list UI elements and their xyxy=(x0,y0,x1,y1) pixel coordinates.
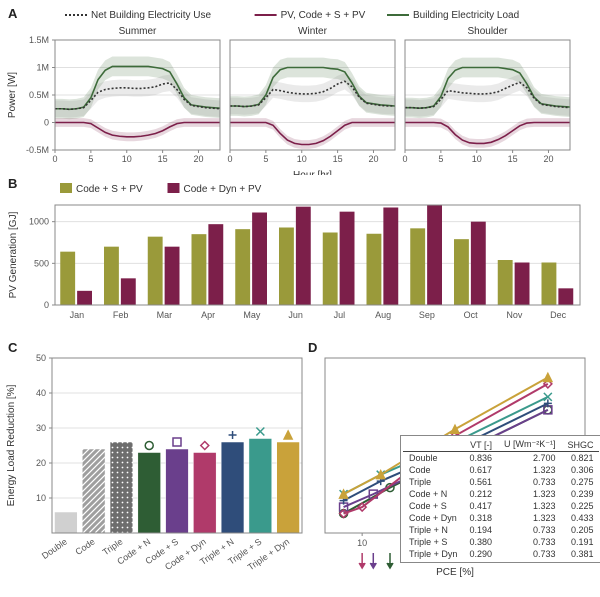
svg-text:PCE [%]: PCE [%] xyxy=(436,567,474,578)
svg-text:30: 30 xyxy=(36,423,46,433)
panel-d-table: VT [-]U [Wm⁻²K⁻¹]SHGCDouble0.8362.7000.8… xyxy=(400,435,600,563)
svg-text:50: 50 xyxy=(36,353,46,363)
svg-text:1000: 1000 xyxy=(29,217,49,227)
svg-text:Code: Code xyxy=(73,536,96,557)
svg-text:Oct: Oct xyxy=(464,310,479,320)
svg-text:1M: 1M xyxy=(36,63,49,73)
svg-text:Net Building Electricity Use: Net Building Electricity Use xyxy=(91,10,211,21)
svg-text:10: 10 xyxy=(36,493,46,503)
svg-text:15: 15 xyxy=(158,154,168,164)
svg-text:Code + S + PV: Code + S + PV xyxy=(76,184,143,195)
svg-text:20: 20 xyxy=(36,458,46,468)
svg-text:15: 15 xyxy=(333,154,343,164)
svg-text:40: 40 xyxy=(36,388,46,398)
svg-text:Shoulder: Shoulder xyxy=(467,26,508,37)
svg-text:Energy Load Reduction [%]: Energy Load Reduction [%] xyxy=(6,384,17,506)
svg-text:Winter: Winter xyxy=(298,26,328,37)
svg-text:0: 0 xyxy=(227,154,232,164)
svg-text:20: 20 xyxy=(543,154,553,164)
svg-text:Code + Dyn + PV: Code + Dyn + PV xyxy=(184,184,262,195)
svg-text:20: 20 xyxy=(193,154,203,164)
svg-text:May: May xyxy=(243,310,261,320)
svg-text:PV, Code + S + PV: PV, Code + S + PV xyxy=(281,10,366,21)
svg-text:10: 10 xyxy=(357,538,367,548)
svg-text:10: 10 xyxy=(297,154,307,164)
panel-b-chart: 0 500 1000 Code + S + PV Code + Dyn + PV Jan F… xyxy=(0,175,600,340)
svg-text:0.5M: 0.5M xyxy=(29,90,49,100)
svg-text:Power [W]: Power [W] xyxy=(7,72,18,118)
svg-text:Mar: Mar xyxy=(157,310,173,320)
svg-text:Jan: Jan xyxy=(70,310,85,320)
svg-text:10: 10 xyxy=(472,154,482,164)
svg-text:1.5M: 1.5M xyxy=(29,35,49,45)
svg-text:Building Electricity Load: Building Electricity Load xyxy=(413,10,519,21)
svg-text:0: 0 xyxy=(402,154,407,164)
svg-text:-0.5M: -0.5M xyxy=(26,145,49,155)
svg-text:Double: Double xyxy=(40,536,69,561)
svg-text:0: 0 xyxy=(44,300,49,310)
svg-text:5: 5 xyxy=(438,154,443,164)
svg-text:PV Generation [GJ]: PV Generation [GJ] xyxy=(8,211,19,298)
svg-text:20: 20 xyxy=(368,154,378,164)
svg-text:500: 500 xyxy=(34,258,49,268)
svg-text:Jun: Jun xyxy=(288,310,303,320)
svg-text:0: 0 xyxy=(44,118,49,128)
svg-text:5: 5 xyxy=(88,154,93,164)
svg-text:Dec: Dec xyxy=(550,310,567,320)
svg-text:Summer: Summer xyxy=(119,26,157,37)
svg-text:Apr: Apr xyxy=(201,310,215,320)
svg-text:0: 0 xyxy=(52,154,57,164)
svg-text:Sep: Sep xyxy=(419,310,435,320)
svg-text:Nov: Nov xyxy=(506,310,523,320)
panel-c-chart: 1020304050 DoubleCodeTripleCode + NCode … xyxy=(0,340,310,597)
svg-text:Aug: Aug xyxy=(375,310,391,320)
svg-text:15: 15 xyxy=(508,154,518,164)
svg-text:Feb: Feb xyxy=(113,310,129,320)
panel-a-chart: Net Building Electricity Use PV, Code + S… xyxy=(0,0,600,175)
svg-text:5: 5 xyxy=(263,154,268,164)
svg-text:Jul: Jul xyxy=(334,310,346,320)
svg-text:10: 10 xyxy=(122,154,132,164)
